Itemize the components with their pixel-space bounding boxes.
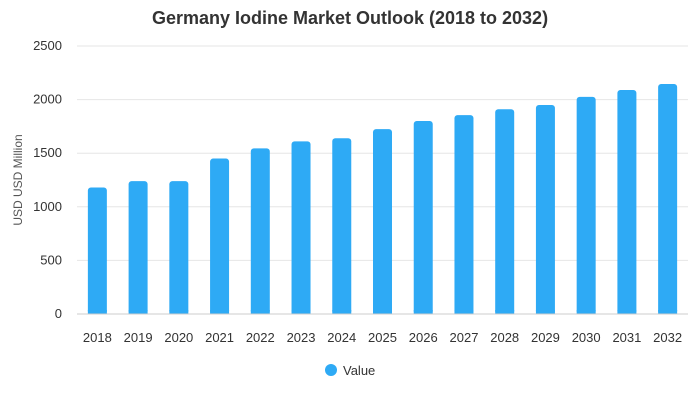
bar-base-2020 (169, 310, 189, 314)
y-tick-label: 0 (55, 306, 62, 321)
legend-swatch-value (325, 364, 337, 376)
bar-base-2028 (495, 310, 515, 314)
legend[interactable]: Value (325, 363, 375, 378)
bar-base-2030 (576, 310, 596, 314)
bar-2028[interactable] (495, 109, 515, 314)
bar-2023[interactable] (291, 141, 311, 314)
bar-2032[interactable] (658, 84, 678, 314)
bar-2031[interactable] (617, 89, 637, 315)
bar-base-2019 (128, 310, 148, 314)
bar-base-2026 (413, 310, 433, 314)
x-tick-label: 2026 (409, 330, 438, 345)
y-axis-label: USD USD Million (11, 134, 25, 225)
bar-2030[interactable] (576, 96, 596, 314)
axes: 0 500 1000 1500 2000 2500 2018 2019 2020 2021 2022… (33, 38, 688, 345)
bar-2024[interactable] (332, 138, 352, 314)
bar-base-2018 (87, 310, 107, 314)
bar-base-2029 (535, 310, 555, 314)
x-tick-label: 2031 (612, 330, 641, 345)
x-tick-label: 2024 (327, 330, 356, 345)
x-tick-label: 2025 (368, 330, 397, 345)
y-tick-label: 2500 (33, 38, 62, 53)
legend-label-value: Value (343, 363, 375, 378)
bar-2026[interactable] (413, 121, 433, 314)
x-tick-label: 2030 (572, 330, 601, 345)
y-tick-label: 500 (40, 252, 62, 267)
x-tick-label: 2028 (490, 330, 519, 345)
y-tick-label: 2000 (33, 92, 62, 107)
bar-2022[interactable] (250, 148, 270, 314)
bar-base-2031 (617, 310, 637, 314)
bar-2027[interactable] (454, 115, 474, 314)
bars (87, 84, 678, 315)
bar-base-2025 (373, 310, 392, 314)
x-tick-label: 2021 (205, 330, 234, 345)
x-tick-label: 2018 (83, 330, 112, 345)
chart-title: Germany Iodine Market Outlook (2018 to 2… (151, 8, 549, 28)
bar-2019[interactable] (128, 181, 148, 314)
bar-base-2024 (332, 310, 352, 314)
x-tick-label: 2020 (164, 330, 193, 345)
x-tick-label: 2023 (287, 330, 316, 345)
x-tick-label: 2029 (531, 330, 560, 345)
bar-2029[interactable] (535, 104, 555, 315)
bar-2018[interactable] (87, 187, 107, 314)
x-tick-label: 2032 (653, 330, 682, 345)
bar-base-2027 (454, 310, 474, 314)
bar-base-2022 (250, 310, 270, 314)
y-tick-label: 1500 (33, 145, 62, 160)
bar-base-2021 (210, 310, 230, 314)
bar-base-2032 (658, 310, 678, 314)
bar-2025[interactable] (373, 129, 392, 314)
bar-base-2023 (291, 310, 311, 314)
bar-2020[interactable] (169, 181, 189, 314)
y-tick-label: 1000 (33, 199, 62, 214)
x-tick-label: 2027 (450, 330, 479, 345)
x-tick-label: 2022 (246, 330, 275, 345)
x-tick-label: 2019 (124, 330, 153, 345)
bar-2021[interactable] (210, 158, 230, 314)
